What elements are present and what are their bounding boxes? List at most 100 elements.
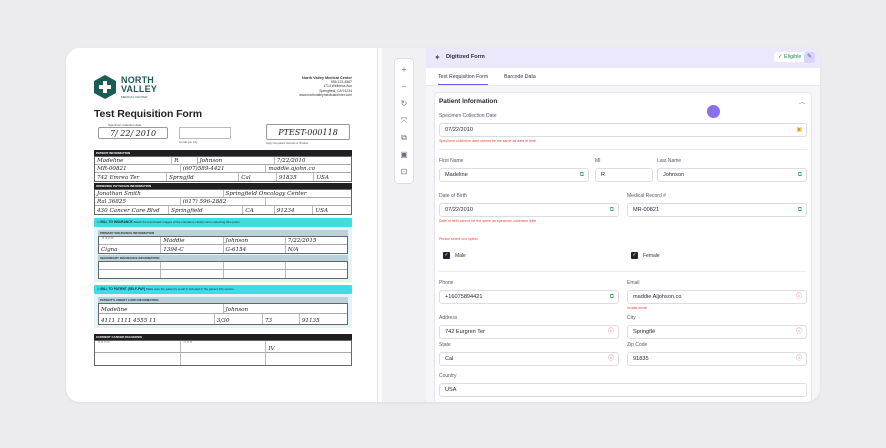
medical-cross-logo-icon [94,75,116,99]
hw-card-exp: 3/30 [216,318,230,324]
error-icon[interactable]: ⓘ [795,356,802,362]
specimen-date-field[interactable]: 07/22/2010 ▣ [439,123,807,137]
viewer-toolbar: + − ↻ ⤧ ⧉ ▣ ⊡ [382,48,426,402]
table-row: ☐ ☐ ☐ ☐ ☐ ☐ ☐ IV [95,341,351,353]
error-icon[interactable]: ⓘ [607,329,614,335]
export-icon[interactable]: ⊡ [400,167,408,176]
address-label: Address [439,315,458,321]
bill-insurance-banner: ☑ BILL TO INSURANCE Attach front and bac… [94,218,352,227]
hw-mi: R [174,158,179,164]
hw-phone: (607)589-4421 [182,166,225,172]
hw-auth: N/A [287,247,299,253]
country-value: USA [445,387,457,393]
specimen-label: Specimen collection date [108,123,142,127]
country-field[interactable]: USA [439,383,807,397]
mi-value: R [601,172,606,178]
clinic-addr2: Springfield, CA 91234 [319,88,352,93]
city-field[interactable]: Springflé ⓘ [627,325,807,339]
mi-field[interactable]: R [595,168,653,182]
copy-icon[interactable]: ⧉ [797,207,802,213]
copy-icon[interactable]: ⧉ [609,207,614,213]
copy-icon[interactable]: ⧉ [609,294,614,300]
mrn-field[interactable]: MR-00821 ⧉ [627,203,807,217]
table-row: Cigna 1394-C G-6154 N/A [99,245,347,253]
address-field[interactable]: 742 Eurgren Ter ⓘ [439,325,619,339]
phone-field[interactable]: +16075894421 ⧉ [439,290,619,304]
hw-npi: Ral 36825 [97,199,127,205]
hw-country: USA [316,175,330,181]
male-checkbox[interactable]: ✓ [443,252,450,259]
zoom-out-icon[interactable]: − [401,82,407,91]
table-row: Madeline Johnson [99,304,347,314]
country-label: Country [439,373,457,379]
mi-label: MI [595,158,601,164]
last-name-field[interactable]: Johnson ⧉ [657,168,807,182]
tool-group: + − ↻ ⤧ ⧉ ▣ ⊡ [394,58,414,184]
hw-group: G-6154 [225,247,247,253]
first-name-field[interactable]: Madeline ⧉ [439,168,589,182]
edit-pencil-icon[interactable]: ✎ [804,52,815,63]
table-row [95,353,351,365]
eligible-badge: ✓ Eligible [774,52,806,62]
primary-ins-header: PRIMARY INSURANCE INFORMATION [98,230,348,236]
city-label: City [627,315,636,321]
tab-barcode-data[interactable]: Barcode Data [504,74,536,80]
physician-grid: Jonathan Smith Springfield Oncology Cent… [94,189,352,215]
calendar-warning-icon[interactable]: ▣ [796,127,802,133]
specimen-date-handwritten: 7/ 22/ 2010 [98,127,168,139]
table-row: Jonathan Smith Springfield Oncology Cent… [95,190,351,198]
divider [439,149,807,150]
form-header: ✦ Digitized Form ✓ Eligible ✎ [426,48,820,68]
table-row: 4111 1111 4555 11 3/30 73 91135 [99,314,347,324]
female-checkbox[interactable]: ✓ [631,252,638,259]
relationship-checks: ☐ ☐ ☐ ☑ [102,237,114,240]
copy-icon[interactable]: ⧉ [797,172,802,178]
hw-phys-state: CA [245,208,254,214]
error-icon[interactable]: ⓘ [795,294,802,300]
first-name-value: Madeline [445,172,468,178]
diagnosis-checks-2: ☐ ☐ ☐ [183,341,193,344]
email-value: maddie A​ljohson.co [633,294,682,300]
card-block: PATIENT'S CREDIT CARD INFORMATION Madeli… [94,294,352,328]
secondary-ins-grid [98,261,348,279]
state-field[interactable]: Cal ⓘ [439,352,619,366]
specimen-row: Specimen collection date 7/ 22/ 2010 For… [94,123,352,149]
clinic-web: www.northvalleymedicalcenter.com [299,92,352,97]
divider [439,271,807,272]
card-grid: Madeline Johnson 4111 1111 4555 11 3/30 … [98,303,348,325]
error-icon[interactable]: ⓘ [607,356,614,362]
rotate-icon[interactable]: ↻ [400,99,408,108]
digitized-form-pane: ✦ Digitized Form ✓ Eligible ✎ Test Requi… [426,48,820,402]
zip-label: Zip Code [627,342,648,348]
copy-icon[interactable]: ⧉ [401,133,407,142]
form-tabs: Test Requisition Form Barcode Data [426,68,820,86]
error-icon[interactable]: ⓘ [795,329,802,335]
hw-phys-country: USA [315,208,328,214]
email-field[interactable]: maddie A​ljohson.co ⓘ [627,290,807,304]
zoom-in-icon[interactable]: + [401,65,407,74]
dob-field[interactable]: 07/22/2010 ⧉ [439,203,619,217]
fit-screen-icon[interactable]: ⤧ [400,116,408,125]
lab-use-box [179,127,231,139]
zip-field[interactable]: 91835 ⓘ [627,352,807,366]
zip-value: 91835 [633,356,649,362]
document-viewer[interactable]: NORTH VALLEY MEDICAL CENTER North Valley… [66,48,378,402]
diagnosis-grid: ☐ ☐ ☐ ☐ ☐ ☐ ☐ IV [94,340,352,366]
tab-test-requisition-form[interactable]: Test Requisition Form [438,74,489,85]
chevron-up-icon[interactable]: ︿ [798,100,805,106]
bill-patient-title: BILL TO PATIENT (SELF-PAY) [100,287,146,291]
first-name-label: First Name [439,158,464,164]
logo-line2: VALLEY [121,84,158,94]
clinic-address: North Valley Medical Center 555-123-4567… [299,76,352,97]
app-card: NORTH VALLEY MEDICAL CENTER North Valley… [66,48,820,402]
hw-card-first: Madeline [101,307,128,313]
state-label: State [439,342,451,348]
hw-address: 742 Emrea Ter [97,175,140,181]
last-name-label: Last Name [657,158,682,164]
copy-icon[interactable]: ⧉ [579,172,584,178]
card-header: PATIENT'S CREDIT CARD INFORMATION [98,297,348,303]
email-error: Invalid email [627,306,647,310]
save-icon[interactable]: ▣ [400,150,408,159]
hw-stage: IV [268,346,275,352]
hw-phys-phone: (617) 596-2882 [182,199,227,205]
